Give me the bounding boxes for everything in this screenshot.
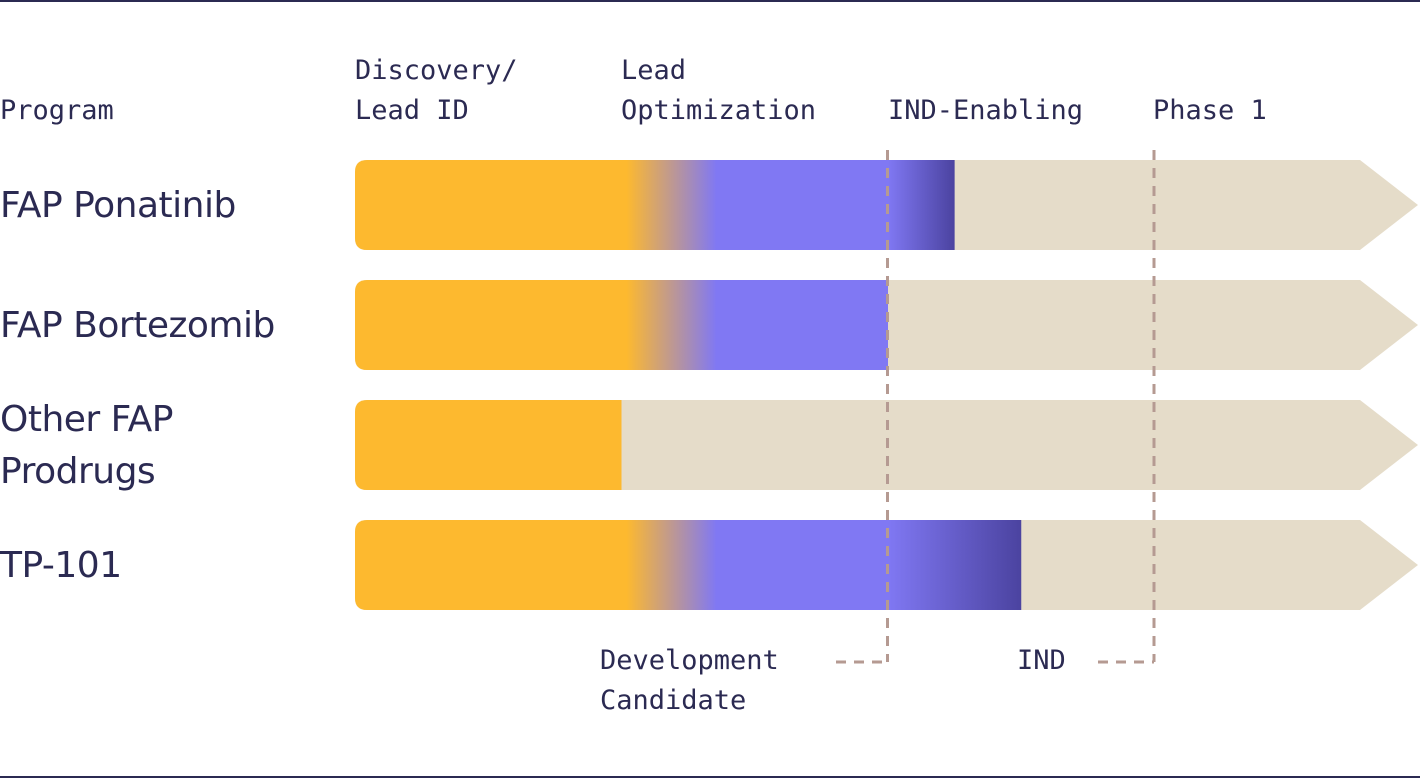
- program-label-fap-ponatinib: FAP Ponatinib: [0, 185, 236, 226]
- bottom-rule: [0, 776, 1420, 778]
- header-stage-ind-enabling: IND-Enabling: [888, 95, 1084, 126]
- program-label-tp-101: TP-101: [0, 545, 122, 586]
- progress-fill: [355, 400, 622, 490]
- header-stage-phase-1: Phase 1: [1153, 95, 1267, 126]
- progress-fill: [355, 520, 1022, 610]
- milestone-label-development-candidate: Development Candidate: [600, 645, 779, 716]
- progress-fill: [355, 280, 888, 370]
- header-stage-lead-optimization: Lead Optimization: [621, 55, 817, 126]
- header-stage-discovery: Discovery/ Lead ID: [355, 55, 518, 126]
- program-label-fap-bortezomib: FAP Bortezomib: [0, 305, 275, 346]
- progress-fill: [355, 160, 955, 250]
- header-program: Program: [0, 95, 114, 126]
- top-rule: [0, 0, 1420, 2]
- milestone-label-ind: IND: [1017, 645, 1066, 676]
- program-label-other-fap-prodrugs: Other FAP Prodrugs: [0, 399, 173, 492]
